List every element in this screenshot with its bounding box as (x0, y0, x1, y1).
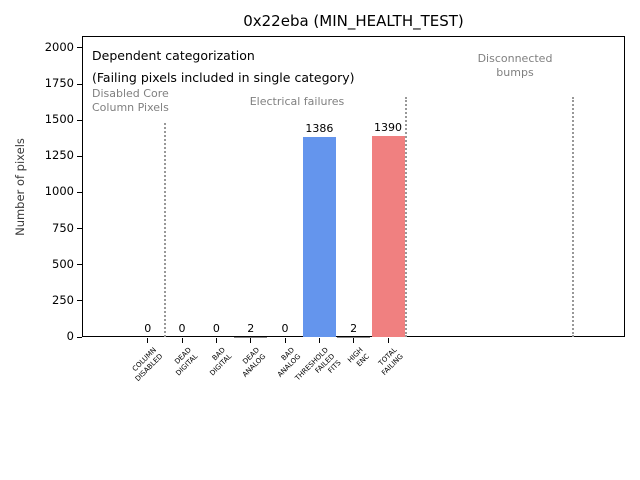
x-axis-tick (284, 338, 286, 343)
bar-value-label: 0 (144, 322, 152, 335)
bar-value-label: 0 (281, 322, 289, 335)
y-axis-tick (77, 155, 82, 157)
x-axis-tick (147, 338, 149, 343)
y-axis-tick-label: 500 (52, 256, 74, 271)
group-label: Disconnected bumps (477, 52, 553, 80)
x-axis-tick-label: COLUMN DISABLED (131, 346, 165, 383)
y-axis-tick-label: 0 (66, 329, 74, 343)
group-label: Disabled Core Column Pixels (92, 87, 169, 115)
y-axis-tick (77, 336, 82, 338)
group-label: Electrical failures (249, 95, 345, 108)
y-axis-tick (77, 83, 82, 85)
x-axis-tick (250, 338, 252, 343)
y-axis-tick (77, 300, 82, 302)
y-axis-tick-label: 1250 (44, 148, 74, 163)
y-axis-tick-label: 750 (52, 220, 74, 235)
y-axis-tick (77, 228, 82, 230)
y-axis-tick (77, 119, 82, 121)
x-axis-tick (387, 338, 389, 343)
group-separator-line (163, 123, 166, 337)
x-axis-tick-label: HIGH ENC (345, 346, 371, 369)
y-axis-tick (77, 191, 82, 193)
bar-value-label: 2 (350, 321, 358, 335)
bar (302, 136, 336, 337)
y-axis-tick-label: 1500 (44, 112, 74, 127)
bar-value-label: 1386 (305, 121, 334, 135)
y-axis-tick (77, 264, 82, 266)
group-separator-line (572, 97, 574, 337)
group-separator-line (404, 97, 407, 337)
x-axis-tick (318, 338, 320, 343)
bar-value-label: 2 (247, 321, 255, 335)
x-axis-tick-label: TOTAL FAILING (377, 346, 405, 377)
x-axis-tick (215, 338, 217, 343)
bar-value-label: 0 (178, 322, 186, 335)
annotation-text: Dependent categorization (92, 48, 255, 63)
x-axis-tick-label: BAD DIGITAL (208, 346, 234, 378)
annotation-text: (Failing pixels included in single categ… (92, 70, 355, 85)
bar (371, 136, 405, 337)
x-axis-tick-label: THRESHOLD FAILED FITS (293, 346, 343, 383)
y-axis-tick-label: 2000 (44, 39, 74, 54)
bar-value-label: 0 (212, 322, 220, 335)
y-axis-tick (77, 47, 82, 49)
x-axis-tick-label: DEAD DIGITAL (172, 346, 199, 378)
x-axis-tick-label: DEAD ANALOG (241, 346, 268, 379)
y-axis-tick-label: 1000 (44, 184, 74, 199)
chart-title: 0x22eba (MIN_HEALTH_TEST) (243, 12, 464, 30)
x-axis-tick (181, 338, 183, 343)
bar-value-label: 1390 (374, 121, 402, 135)
y-axis-tick-label: 1750 (44, 76, 74, 91)
plot-area (82, 36, 625, 337)
y-axis-tick-label: 250 (52, 292, 74, 307)
x-axis-tick (353, 338, 355, 343)
